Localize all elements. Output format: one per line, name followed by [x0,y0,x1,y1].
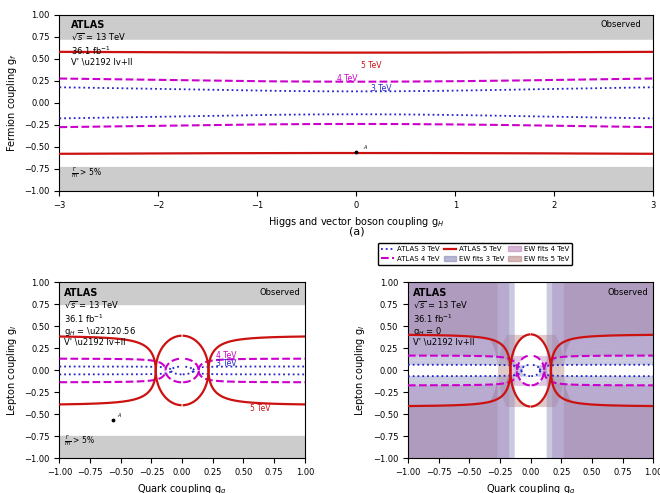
Text: $\sqrt{s}$ = 13 TeV: $\sqrt{s}$ = 13 TeV [413,300,468,311]
Text: ATLAS: ATLAS [413,288,447,298]
X-axis label: Higgs and vector boson coupling g$_H$: Higgs and vector boson coupling g$_H$ [268,215,445,229]
Text: $^A$: $^A$ [363,144,368,150]
Text: $\sqrt{s}$ = 13 TeV: $\sqrt{s}$ = 13 TeV [71,33,127,43]
Text: Observed: Observed [259,288,300,297]
Text: ATLAS: ATLAS [71,20,106,30]
Text: Observed: Observed [601,20,642,29]
Text: 5 TeV: 5 TeV [249,403,270,413]
Text: $\sqrt{s}$ = 13 TeV: $\sqrt{s}$ = 13 TeV [64,300,119,311]
Text: $\frac{\Gamma}{m}$ > 5%: $\frac{\Gamma}{m}$ > 5% [64,433,95,448]
Text: $^A$: $^A$ [117,412,122,418]
Text: g$_H$ = 0: g$_H$ = 0 [413,325,442,338]
Text: 3 TeV: 3 TeV [216,358,237,368]
Text: 36.1 fb$^{-1}$: 36.1 fb$^{-1}$ [71,45,111,57]
Text: V' \u2192 lv+ll: V' \u2192 lv+ll [71,57,133,66]
Text: $\frac{\Gamma}{m}$ > 5%: $\frac{\Gamma}{m}$ > 5% [71,166,102,180]
Y-axis label: Fermion coupling g$_f$: Fermion coupling g$_f$ [5,53,18,152]
Text: 36.1 fb$^{-1}$: 36.1 fb$^{-1}$ [64,313,104,325]
Y-axis label: Lepton coupling g$_l$: Lepton coupling g$_l$ [353,325,367,416]
Text: V' \u2192 lv+ll: V' \u2192 lv+ll [64,337,126,346]
Y-axis label: Lepton coupling g$_l$: Lepton coupling g$_l$ [5,325,18,416]
Text: 36.1 fb$^{-1}$: 36.1 fb$^{-1}$ [413,313,453,325]
Text: V' \u2192 lv+ll: V' \u2192 lv+ll [413,337,475,346]
X-axis label: Quark coupling g$_q$: Quark coupling g$_q$ [486,483,576,493]
Text: Observed: Observed [608,288,649,297]
Text: 4 TeV: 4 TeV [337,74,357,83]
X-axis label: Quark coupling g$_q$: Quark coupling g$_q$ [137,483,227,493]
Text: 4 TeV: 4 TeV [216,351,237,360]
Legend: ATLAS 3 TeV, ATLAS 4 TeV, ATLAS 5 TeV, EW fits 3 TeV, EW fits 4 TeV, EW fits 5 T: ATLAS 3 TeV, ATLAS 4 TeV, ATLAS 5 TeV, E… [378,243,572,265]
Text: 3 TeV: 3 TeV [371,84,392,93]
Text: ATLAS: ATLAS [64,288,99,298]
Text: (a): (a) [348,226,364,236]
Text: g$_H$ = \u22120.56: g$_H$ = \u22120.56 [64,325,136,338]
Text: 5 TeV: 5 TeV [362,61,382,70]
